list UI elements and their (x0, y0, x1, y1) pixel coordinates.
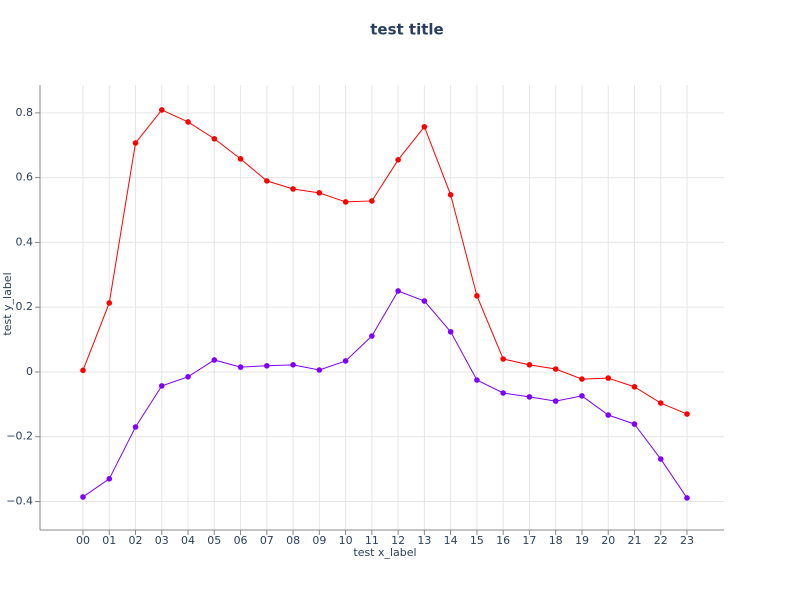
point (657, 456, 664, 462)
point (657, 400, 664, 406)
point (80, 494, 86, 500)
x-tick-label: 12 (391, 534, 405, 547)
point (395, 288, 401, 294)
point (369, 198, 375, 204)
point (605, 375, 612, 381)
point (395, 157, 401, 163)
x-tick-label: 02 (129, 534, 143, 547)
y-tick-label: −0.2 (6, 430, 33, 443)
x-tick-label: 05 (207, 534, 221, 547)
x-tick-label: 21 (627, 534, 641, 547)
point (421, 298, 428, 304)
point (605, 412, 612, 418)
point (290, 362, 296, 368)
y-tick-label: 0.8 (16, 106, 34, 119)
x-tick-label: 10 (339, 534, 353, 547)
point (132, 140, 139, 146)
point (421, 123, 428, 130)
x-tick-label: 04 (181, 534, 195, 547)
x-axis-label: test x_label (353, 546, 416, 559)
point (631, 421, 638, 427)
point (158, 383, 165, 389)
point (474, 293, 480, 299)
point (474, 377, 480, 383)
point (158, 107, 165, 113)
point (369, 333, 375, 339)
x-tick-label: 07 (260, 534, 274, 547)
point (579, 376, 585, 382)
x-tick-label: 08 (286, 534, 300, 547)
point (106, 300, 113, 306)
point (684, 495, 690, 501)
point (342, 199, 349, 205)
x-tick-label: 06 (234, 534, 248, 547)
point (552, 398, 559, 404)
x-tick-label: 00 (76, 534, 90, 547)
point (264, 362, 270, 369)
point (500, 390, 506, 396)
y-tick-label: −0.4 (6, 494, 33, 507)
point (290, 186, 296, 192)
x-tick-label: 11 (365, 534, 379, 547)
y-tick-label: 0.4 (16, 235, 34, 248)
point (579, 393, 585, 399)
x-tick-label: 13 (417, 534, 431, 547)
point (106, 476, 113, 482)
x-tick-label: 20 (601, 534, 615, 547)
x-tick-label: 01 (102, 534, 116, 547)
x-tick-label: 22 (654, 534, 668, 547)
point (447, 191, 454, 198)
y-tick-label: 0 (26, 365, 33, 378)
point (211, 357, 218, 363)
point (264, 178, 270, 184)
point (631, 384, 638, 390)
x-tick-label: 19 (575, 534, 589, 547)
point (500, 356, 506, 362)
point (237, 364, 244, 370)
series-line (82, 109, 688, 415)
point (526, 362, 533, 368)
chart-title: test title (370, 21, 443, 39)
point (316, 190, 323, 196)
point (185, 374, 191, 380)
x-tick-label: 18 (549, 534, 563, 547)
x-tick-label: 14 (444, 534, 458, 547)
x-tick-label: 17 (522, 534, 536, 547)
point (237, 156, 244, 162)
point (132, 424, 139, 430)
point (185, 119, 191, 125)
y-tick-label: 0.2 (16, 300, 34, 313)
x-tick-label: 03 (155, 534, 169, 547)
x-tick-label: 09 (312, 534, 326, 547)
x-tick-label: 15 (470, 534, 484, 547)
point (684, 411, 690, 417)
x-tick-label: 16 (496, 534, 510, 547)
series-line (82, 290, 688, 499)
point (342, 358, 349, 364)
point (447, 328, 454, 335)
point (526, 394, 533, 400)
y-tick-label: 0.6 (16, 171, 34, 184)
point (316, 367, 323, 373)
point (211, 135, 218, 142)
point (80, 367, 86, 374)
point (552, 366, 559, 372)
x-tick-label: 23 (680, 534, 694, 547)
y-axis-label: test y_label (1, 272, 14, 335)
